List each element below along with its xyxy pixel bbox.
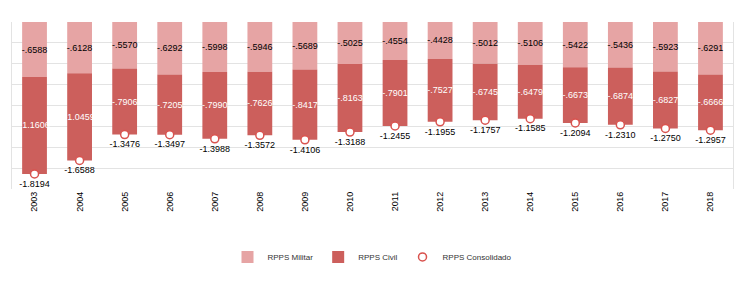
svg-text:-.5025: -.5025 xyxy=(337,38,363,48)
svg-text:-.6673: -.6673 xyxy=(563,90,589,100)
svg-text:2006: 2006 xyxy=(165,192,175,212)
svg-text:-.7990: -.7990 xyxy=(202,100,228,110)
svg-text:2003: 2003 xyxy=(29,192,39,212)
svg-text:-.6745: -.6745 xyxy=(472,87,498,97)
svg-text:2012: 2012 xyxy=(435,192,445,212)
svg-text:-.4428: -.4428 xyxy=(427,35,453,45)
svg-text:-.6292: -.6292 xyxy=(157,43,183,53)
svg-text:2005: 2005 xyxy=(120,192,130,212)
svg-text:2010: 2010 xyxy=(345,192,355,212)
svg-text:-.6588: -.6588 xyxy=(22,45,48,55)
svg-text:-1.2455: -1.2455 xyxy=(380,131,411,141)
svg-text:2015: 2015 xyxy=(570,192,580,212)
svg-text:-.6128: -.6128 xyxy=(67,43,93,53)
svg-text:-.7626: -.7626 xyxy=(247,98,273,108)
svg-text:-1.0459: -1.0459 xyxy=(64,112,95,122)
svg-text:-.6827: -.6827 xyxy=(653,95,679,105)
svg-text:-.5012: -.5012 xyxy=(472,38,498,48)
svg-text:2017: 2017 xyxy=(660,192,670,212)
svg-text:RPPS Civil: RPPS Civil xyxy=(358,253,397,262)
svg-text:2013: 2013 xyxy=(480,192,490,212)
svg-text:-1.3497: -1.3497 xyxy=(154,139,185,149)
svg-text:-.5106: -.5106 xyxy=(517,38,543,48)
svg-text:-.5422: -.5422 xyxy=(563,40,589,50)
svg-text:-1.3188: -1.3188 xyxy=(335,137,366,147)
svg-text:-.6666: -.6666 xyxy=(698,97,724,107)
svg-text:2009: 2009 xyxy=(300,192,310,212)
svg-text:-.6479: -.6479 xyxy=(517,87,543,97)
svg-text:2011: 2011 xyxy=(390,192,400,211)
svg-text:-1.1606: -1.1606 xyxy=(19,120,50,130)
svg-text:-1.2957: -1.2957 xyxy=(695,135,726,145)
svg-text:2014: 2014 xyxy=(525,192,535,212)
svg-text:RPPS Consolidado: RPPS Consolidado xyxy=(443,253,512,262)
svg-text:-1.1955: -1.1955 xyxy=(425,127,456,137)
svg-text:-1.1757: -1.1757 xyxy=(470,125,501,135)
svg-text:2016: 2016 xyxy=(615,192,625,212)
svg-text:-.5923: -.5923 xyxy=(653,42,679,52)
svg-text:-.5570: -.5570 xyxy=(112,40,138,50)
svg-text:2007: 2007 xyxy=(210,192,220,212)
svg-text:-.4554: -.4554 xyxy=(382,36,408,46)
svg-text:-.6291: -.6291 xyxy=(698,43,724,53)
svg-text:-.7901: -.7901 xyxy=(382,88,408,98)
svg-text:-1.3476: -1.3476 xyxy=(109,139,140,149)
svg-text:2004: 2004 xyxy=(75,192,85,212)
svg-text:-.5689: -.5689 xyxy=(292,41,318,51)
svg-text:-1.3572: -1.3572 xyxy=(245,140,276,150)
svg-text:-.5946: -.5946 xyxy=(247,42,273,52)
svg-text:2008: 2008 xyxy=(255,192,265,212)
svg-text:-1.2750: -1.2750 xyxy=(650,133,681,143)
svg-text:RPPS Militar: RPPS Militar xyxy=(268,253,314,262)
svg-text:-1.8194: -1.8194 xyxy=(19,179,50,189)
svg-text:-1.6588: -1.6588 xyxy=(64,165,95,175)
svg-text:-.7906: -.7906 xyxy=(112,97,138,107)
svg-text:-1.2094: -1.2094 xyxy=(560,128,591,138)
svg-text:-1.3988: -1.3988 xyxy=(200,144,231,154)
svg-text:-.6874: -.6874 xyxy=(608,91,634,101)
svg-text:-.7527: -.7527 xyxy=(427,85,453,95)
svg-text:-.5436: -.5436 xyxy=(608,40,634,50)
svg-text:-1.1585: -1.1585 xyxy=(515,123,546,133)
svg-text:-1.4106: -1.4106 xyxy=(290,145,321,155)
svg-text:-.8163: -.8163 xyxy=(337,93,363,103)
svg-text:2018: 2018 xyxy=(705,192,715,212)
svg-text:-1.2310: -1.2310 xyxy=(605,130,636,140)
svg-text:-.7205: -.7205 xyxy=(157,100,183,110)
svg-text:-.5998: -.5998 xyxy=(202,42,228,52)
svg-text:-.8417: -.8417 xyxy=(292,100,318,110)
